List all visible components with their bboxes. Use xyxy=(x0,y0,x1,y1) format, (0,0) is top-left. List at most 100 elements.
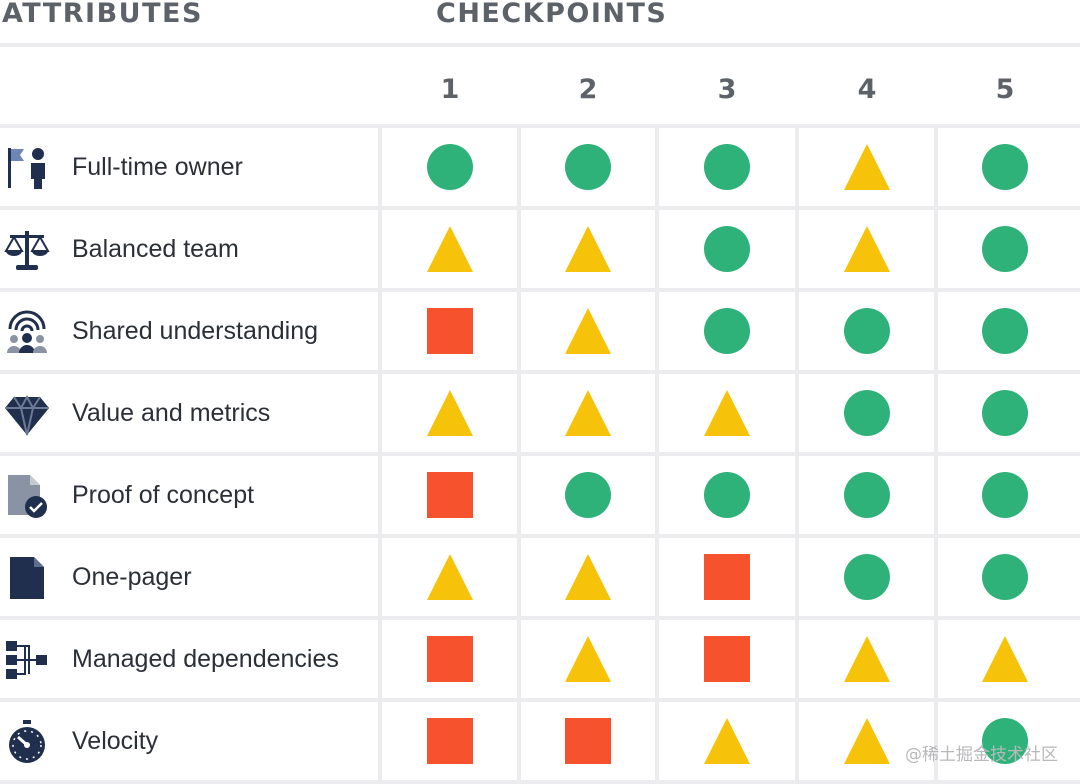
status-cell xyxy=(427,718,473,764)
status-circle xyxy=(982,226,1028,272)
status-circle xyxy=(982,308,1028,354)
status-triangle xyxy=(704,718,750,764)
status-circle xyxy=(704,308,750,354)
attribute-label: Managed dependencies xyxy=(72,645,339,673)
status-cell xyxy=(844,554,890,600)
status-cell xyxy=(704,308,750,354)
status-cell xyxy=(427,472,473,518)
status-cell xyxy=(565,390,611,436)
document-check-icon xyxy=(4,473,50,519)
status-square xyxy=(427,472,473,518)
status-circle xyxy=(982,144,1028,190)
status-circle xyxy=(704,144,750,190)
status-cell xyxy=(844,226,890,272)
status-cell xyxy=(427,226,473,272)
status-cell xyxy=(565,636,611,682)
status-circle xyxy=(982,554,1028,600)
status-cell xyxy=(844,390,890,436)
status-cell xyxy=(427,554,473,600)
attributes-header: ATTRIBUTES xyxy=(2,0,203,29)
status-cell xyxy=(427,308,473,354)
attribute-row: Balanced team xyxy=(0,210,378,288)
status-cell xyxy=(427,144,473,190)
status-triangle xyxy=(565,390,611,436)
team-broadcast-icon xyxy=(4,309,50,355)
row-divider xyxy=(0,288,1080,292)
status-triangle xyxy=(844,144,890,190)
checkpoint-column-5: 5 xyxy=(995,74,1015,105)
status-square xyxy=(427,308,473,354)
column-divider xyxy=(378,126,382,780)
status-triangle xyxy=(565,554,611,600)
status-triangle xyxy=(844,718,890,764)
status-cell xyxy=(427,390,473,436)
column-divider xyxy=(795,126,799,780)
status-square xyxy=(565,718,611,764)
attribute-row: One-pager xyxy=(0,538,378,616)
status-cell xyxy=(982,472,1028,518)
row-divider xyxy=(0,616,1080,620)
status-circle xyxy=(565,472,611,518)
status-square xyxy=(704,554,750,600)
status-triangle xyxy=(427,554,473,600)
document-icon xyxy=(4,555,50,601)
status-cell xyxy=(565,718,611,764)
checkpoints-header: CHECKPOINTS xyxy=(436,0,668,29)
row-divider xyxy=(0,206,1080,210)
attribute-label: One-pager xyxy=(72,563,192,591)
status-cell xyxy=(844,308,890,354)
status-cell xyxy=(844,144,890,190)
watermark: @稀土掘金技术社区 xyxy=(905,745,1058,765)
status-cell xyxy=(844,718,890,764)
header-divider xyxy=(0,43,1080,47)
status-triangle xyxy=(844,636,890,682)
row-divider xyxy=(0,124,1080,128)
status-triangle xyxy=(565,308,611,354)
status-circle xyxy=(844,308,890,354)
status-triangle xyxy=(427,390,473,436)
checkpoint-column-3: 3 xyxy=(717,74,737,105)
status-cell xyxy=(844,636,890,682)
status-triangle xyxy=(704,390,750,436)
status-circle xyxy=(982,472,1028,518)
status-cell xyxy=(982,554,1028,600)
status-circle xyxy=(844,554,890,600)
attribute-label: Value and metrics xyxy=(72,399,271,427)
status-cell xyxy=(982,390,1028,436)
status-cell xyxy=(704,144,750,190)
status-square xyxy=(427,636,473,682)
status-circle xyxy=(844,390,890,436)
status-cell xyxy=(427,636,473,682)
column-divider xyxy=(655,126,659,780)
attribute-row: Proof of concept xyxy=(0,456,378,534)
column-divider xyxy=(934,126,938,780)
status-triangle xyxy=(844,226,890,272)
column-divider xyxy=(517,126,521,780)
status-cell xyxy=(704,390,750,436)
status-cell xyxy=(982,636,1028,682)
status-triangle xyxy=(427,226,473,272)
row-divider xyxy=(0,452,1080,456)
status-circle xyxy=(565,144,611,190)
status-circle xyxy=(704,472,750,518)
status-cell xyxy=(704,636,750,682)
status-triangle xyxy=(565,636,611,682)
status-cell xyxy=(565,308,611,354)
status-cell xyxy=(704,472,750,518)
status-cell xyxy=(565,226,611,272)
scales-icon xyxy=(4,227,50,273)
status-cell xyxy=(982,718,1028,764)
flag-person-icon xyxy=(4,145,50,191)
row-divider xyxy=(0,370,1080,374)
status-cell xyxy=(982,226,1028,272)
row-divider xyxy=(0,698,1080,702)
checkpoint-column-4: 4 xyxy=(857,74,877,105)
status-cell xyxy=(704,226,750,272)
row-divider xyxy=(0,534,1080,538)
diamond-icon xyxy=(4,391,50,437)
status-circle xyxy=(982,390,1028,436)
attribute-label: Shared understanding xyxy=(72,317,319,345)
status-cell xyxy=(982,144,1028,190)
status-triangle xyxy=(982,636,1028,682)
status-cell xyxy=(982,308,1028,354)
